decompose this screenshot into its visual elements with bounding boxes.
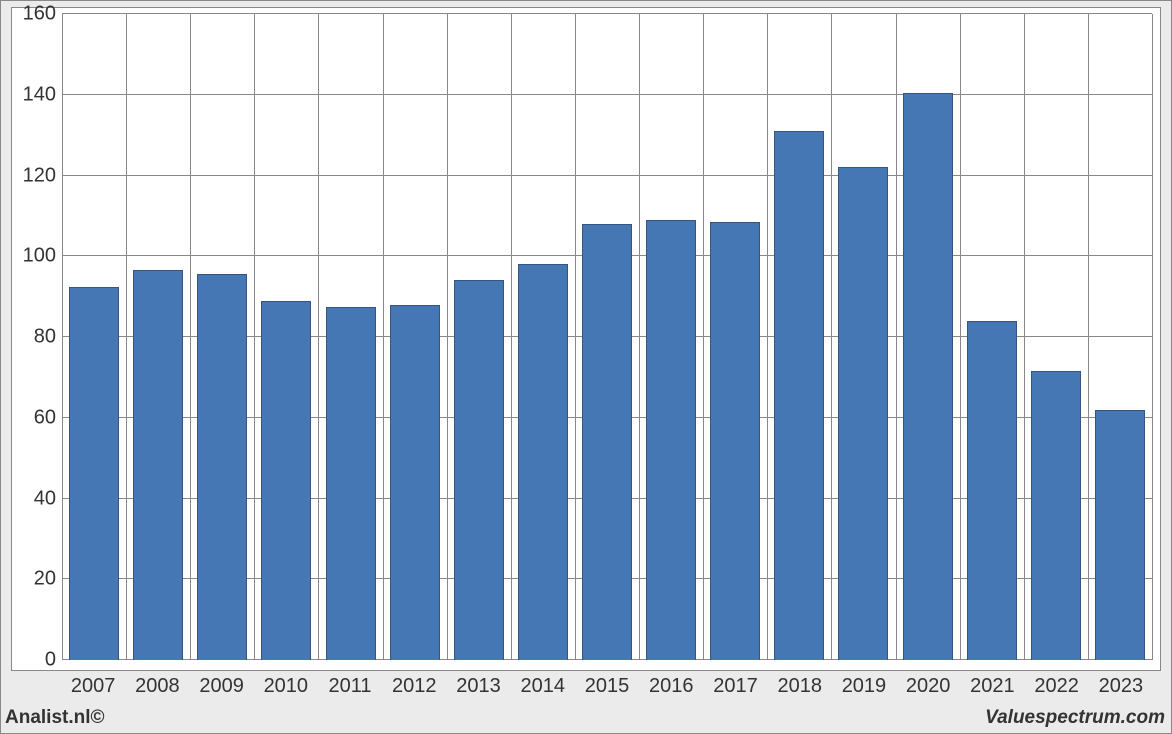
y-tick-label: 40 — [34, 487, 56, 510]
bar — [646, 220, 696, 660]
x-tick-label: 2018 — [777, 675, 822, 698]
gridline-vertical — [575, 14, 576, 660]
gridline-horizontal — [62, 13, 1152, 14]
bar — [1031, 371, 1081, 660]
bar — [774, 131, 824, 660]
bar — [197, 274, 247, 660]
x-tick-label: 2021 — [970, 675, 1015, 698]
gridline-vertical — [383, 14, 384, 660]
credit-right: Valuespectrum.com — [985, 707, 1165, 729]
gridline-vertical — [190, 14, 191, 660]
y-tick-label: 0 — [45, 649, 56, 672]
y-tick-label: 100 — [23, 245, 56, 268]
x-tick-label: 2011 — [329, 675, 372, 698]
x-tick-label: 2023 — [1099, 675, 1144, 698]
x-tick-label: 2012 — [392, 675, 437, 698]
y-tick-label: 60 — [34, 406, 56, 429]
y-tick-label: 20 — [34, 568, 56, 591]
gridline-horizontal — [62, 175, 1152, 176]
gridline-vertical — [126, 14, 127, 660]
x-tick-label: 2009 — [199, 675, 244, 698]
credit-left: Analist.nl© — [5, 707, 105, 729]
chart-frame: 020406080100120140160 200720082009201020… — [0, 0, 1172, 734]
bar — [967, 321, 1017, 660]
x-tick-label: 2015 — [585, 675, 630, 698]
gridline-vertical — [831, 14, 832, 660]
bar — [390, 305, 440, 660]
x-tick-label: 2017 — [713, 675, 758, 698]
y-tick-label: 120 — [23, 164, 56, 187]
gridline-vertical — [1024, 14, 1025, 660]
bar — [261, 301, 311, 660]
bar — [582, 224, 632, 660]
bar — [326, 307, 376, 660]
bar — [1095, 410, 1145, 660]
plot-area-outer: 020406080100120140160 — [11, 7, 1161, 671]
bar — [903, 93, 953, 660]
x-axis-labels: 2007 2008 2009 2010 2011 2012 2013 2014 2015 2016… — [61, 675, 1153, 703]
bar — [518, 264, 568, 660]
x-tick-label: 2014 — [521, 675, 566, 698]
x-tick-label: 2010 — [264, 675, 309, 698]
bar — [838, 167, 888, 660]
gridline-vertical — [447, 14, 448, 660]
gridline-vertical — [511, 14, 512, 660]
gridline-vertical — [62, 14, 63, 660]
x-tick-label: 2020 — [906, 675, 951, 698]
gridline-vertical — [1088, 14, 1089, 660]
x-tick-label: 2019 — [842, 675, 887, 698]
y-tick-label: 140 — [23, 83, 56, 106]
bar — [454, 280, 504, 660]
gridline-vertical — [318, 14, 319, 660]
gridline-vertical — [639, 14, 640, 660]
bar — [710, 222, 760, 660]
bar — [69, 287, 119, 660]
x-tick-label: 2022 — [1034, 675, 1079, 698]
gridline-vertical — [1152, 14, 1153, 660]
gridline-horizontal — [62, 94, 1152, 95]
x-tick-label: 2016 — [649, 675, 694, 698]
gridline-vertical — [896, 14, 897, 660]
y-tick-label: 80 — [34, 326, 56, 349]
y-tick-label: 160 — [23, 3, 56, 26]
x-tick-label: 2013 — [456, 675, 501, 698]
x-tick-label: 2007 — [71, 675, 116, 698]
x-tick-label: 2008 — [135, 675, 180, 698]
gridline-vertical — [767, 14, 768, 660]
gridline-vertical — [960, 14, 961, 660]
bar — [133, 270, 183, 660]
plot-area: 020406080100120140160 — [62, 14, 1152, 660]
gridline-vertical — [254, 14, 255, 660]
gridline-vertical — [703, 14, 704, 660]
